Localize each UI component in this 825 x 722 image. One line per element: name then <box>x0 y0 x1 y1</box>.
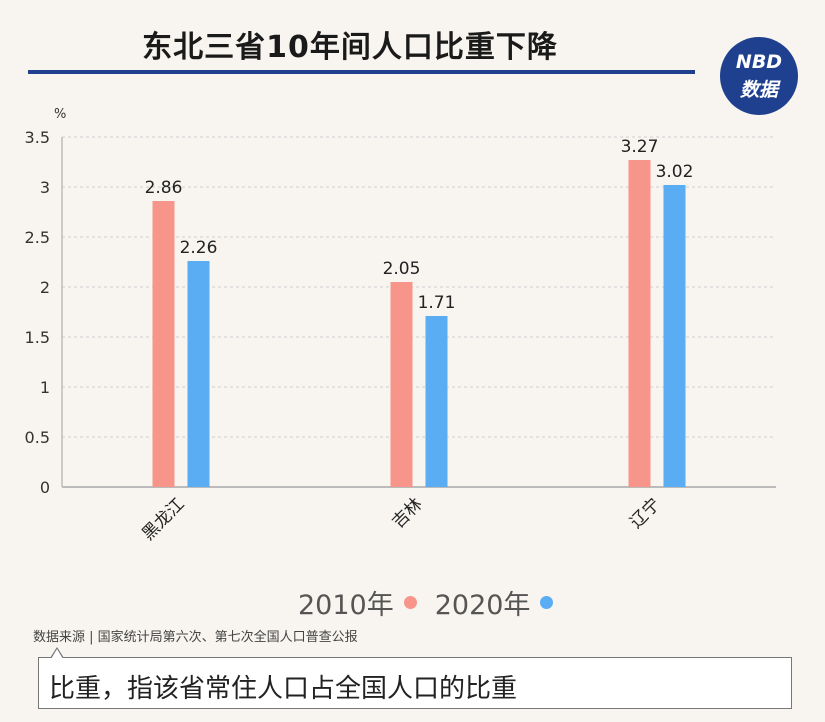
bar-chart: % 0 0.5 1 1.5 2 2.5 3 3.5 2.86 2.26 黑龙江 2.05 1.71 吉林 3.… <box>25 107 776 545</box>
chart-legend: 2010年 2020年 <box>298 584 571 621</box>
y-tick-label: 0.5 <box>25 428 50 447</box>
data-label: 3.27 <box>621 137 659 157</box>
logo-text-top: NBD <box>735 51 783 73</box>
page-title: 东北三省10年间人口比重下降 <box>142 30 558 65</box>
nbd-logo: NBD 数据 <box>720 37 798 115</box>
y-tick-label: 1 <box>40 378 50 397</box>
y-tick-label: 3 <box>40 178 50 197</box>
data-source: 数据来源 | 国家统计局第六次、第七次全国人口普查公报 <box>33 630 358 645</box>
data-label: 2.26 <box>180 238 218 258</box>
x-tick-label: 辽宁 <box>626 494 664 532</box>
x-tick-label: 吉林 <box>388 494 426 532</box>
note-text: 比重，指该省常住人口占全国人口的比重 <box>49 674 518 704</box>
x-tick-label: 黑龙江 <box>138 494 188 544</box>
bar <box>390 282 413 487</box>
bar <box>425 316 448 487</box>
title-underline <box>28 70 695 74</box>
y-tick-label: 2 <box>40 278 50 297</box>
legend-label-2010: 2010年 <box>298 589 394 621</box>
legend-dot-2010 <box>403 595 417 609</box>
y-tick-label: 0 <box>40 478 50 497</box>
y-tick-label: 2.5 <box>25 228 50 247</box>
data-label: 3.02 <box>656 162 694 182</box>
data-label: 2.05 <box>383 259 421 279</box>
bar <box>152 201 175 487</box>
y-axis-unit: % <box>54 107 66 122</box>
legend-label-2020: 2020年 <box>434 589 531 621</box>
data-label: 2.86 <box>145 178 183 198</box>
y-tick-label: 3.5 <box>25 128 50 147</box>
bar <box>187 261 210 487</box>
y-tick-label: 1.5 <box>25 328 50 347</box>
bar <box>663 185 686 487</box>
bar <box>628 160 651 487</box>
data-label: 1.71 <box>418 293 456 313</box>
note-box: 比重，指该省常住人口占全国人口的比重 <box>38 657 792 709</box>
logo-text-bottom: 数据 <box>739 79 778 101</box>
note-pointer-fill <box>51 649 63 659</box>
legend-dot-2020 <box>540 595 554 609</box>
